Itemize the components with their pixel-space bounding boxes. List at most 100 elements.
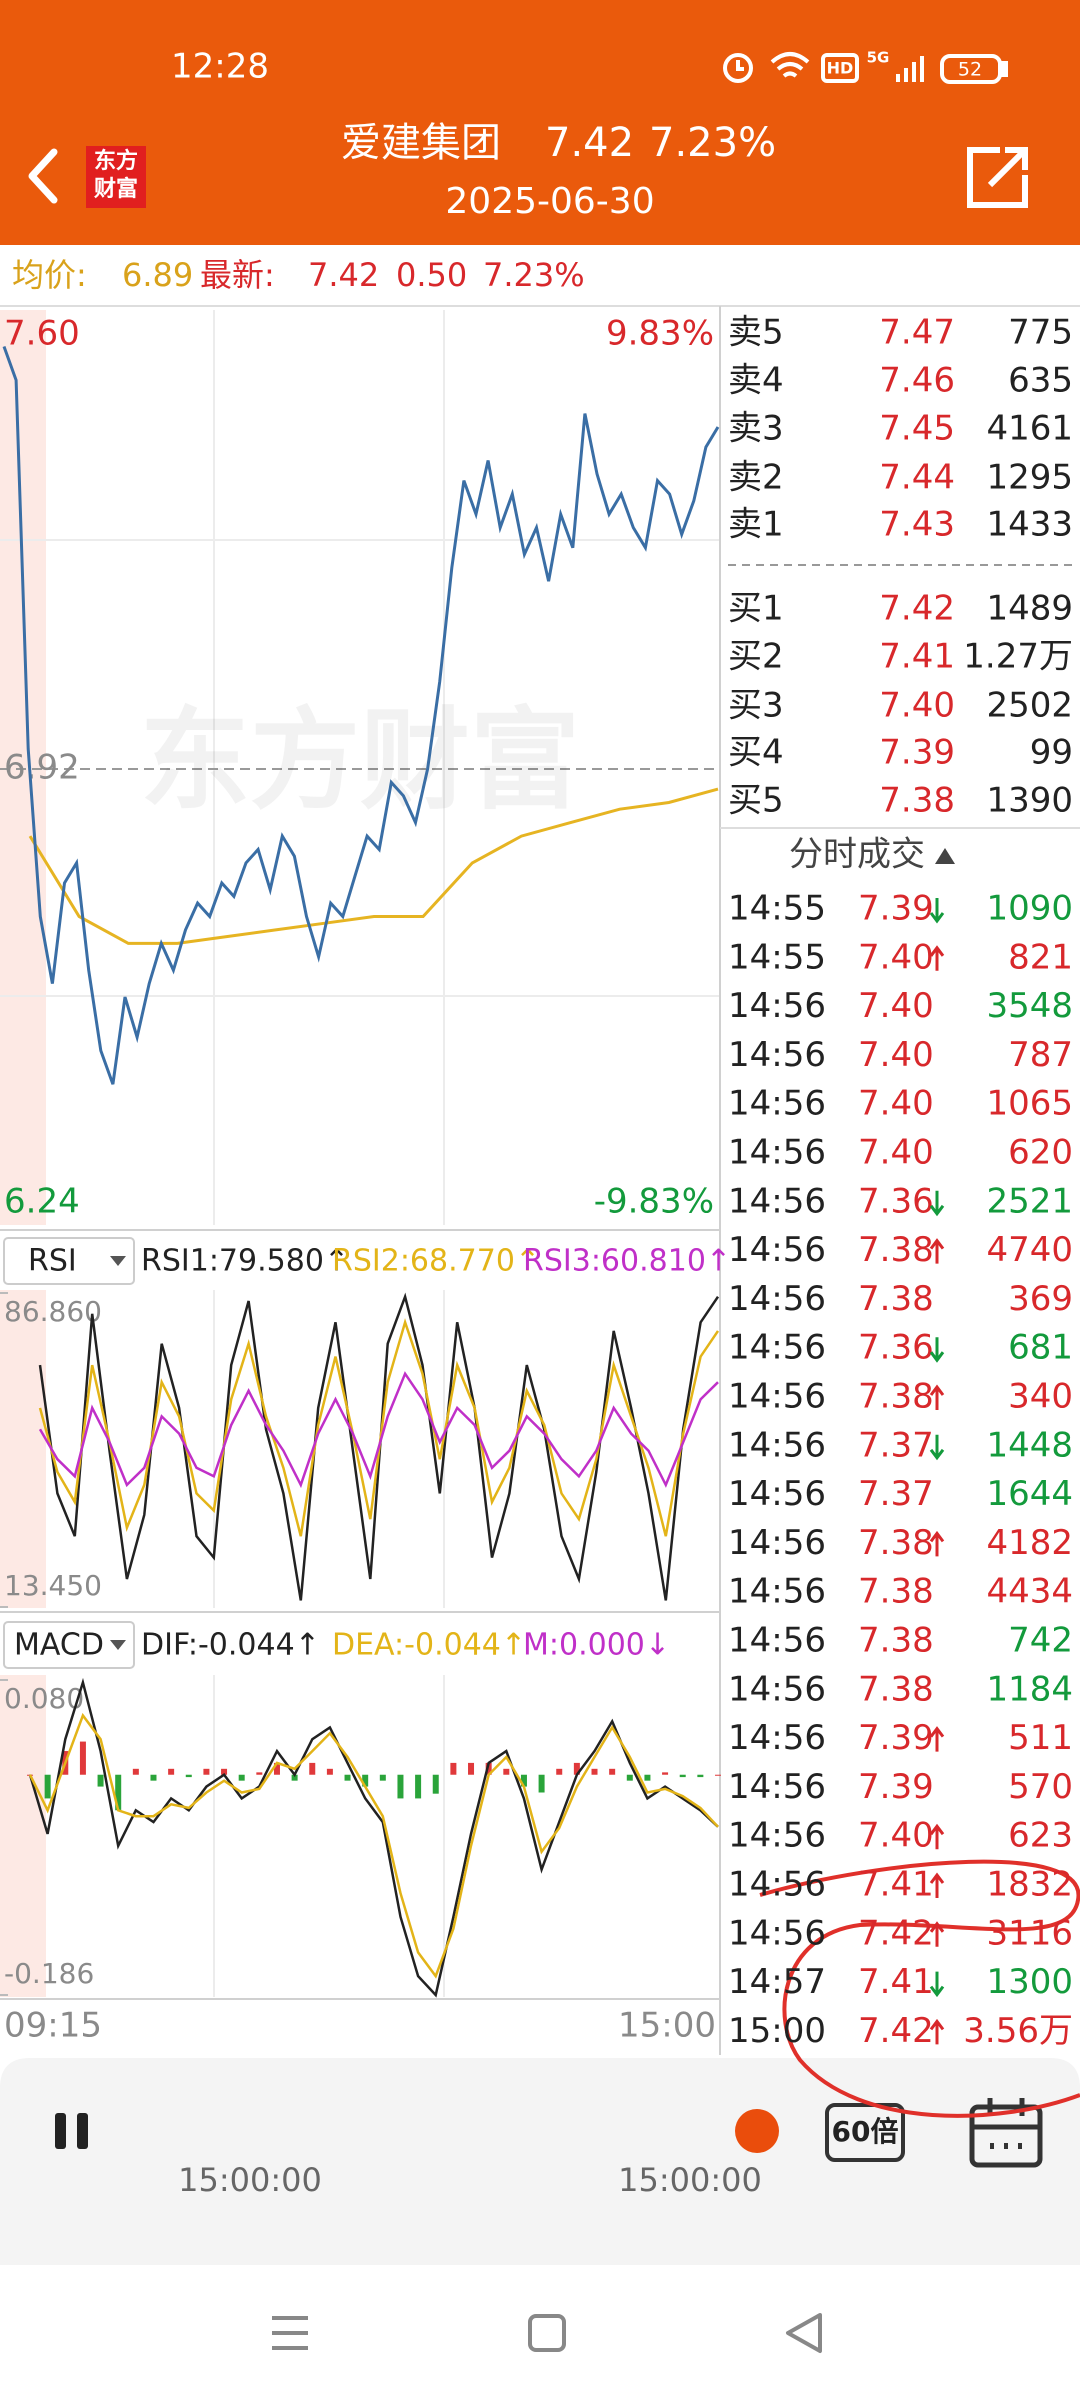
status-icons (723, 52, 1008, 84)
trade-time: 14:56 (728, 1718, 826, 1758)
macd-bar (662, 1772, 669, 1775)
macd-bar (450, 1762, 457, 1775)
macd-bar (538, 1774, 545, 1793)
macd-bar (115, 1774, 122, 1811)
trade-volume: 1300 (986, 1962, 1073, 2002)
book-label: 买3 (728, 686, 784, 726)
book-volume: 1489 (986, 589, 1073, 629)
macd-bar (273, 1762, 280, 1775)
trade-volume: 570 (1008, 1767, 1073, 1807)
trade-price: 7.40 (858, 937, 934, 977)
menu-button[interactable] (272, 2316, 308, 2350)
book-price: 7.47 (879, 313, 955, 353)
speed-button[interactable] (825, 2103, 905, 2162)
trade-volume: 742 (1008, 1621, 1073, 1661)
indicator-name: RSI (28, 1244, 77, 1279)
trade-price: 7.38 (858, 1230, 934, 1270)
trade-price: 7.38 (858, 1523, 934, 1563)
nav-bar (272, 2313, 822, 2353)
trade-time: 14:56 (728, 1523, 826, 1563)
y-tick-label: 6.92 (4, 748, 80, 788)
trade-direction (929, 945, 945, 971)
change-pct: 7.23% (483, 256, 585, 294)
trade-volume: 620 (1008, 1133, 1073, 1173)
trade-time: 14:56 (728, 1767, 826, 1807)
y-tick-label: 6.24 (4, 1182, 80, 1222)
trade-direction (929, 2018, 945, 2045)
trade-volume: 369 (1008, 1279, 1073, 1319)
macd-bar (379, 1774, 386, 1781)
macd-bar (150, 1774, 157, 1781)
book-price: 7.46 (879, 361, 955, 401)
annotation-circle (759, 1859, 1080, 2118)
latest-label: 最新: (200, 256, 275, 294)
trade-price: 7.38 (858, 1669, 934, 1709)
trade-time: 14:56 (728, 986, 826, 1026)
trade-volume: 3116 (986, 1913, 1073, 1953)
trade-price: 7.36 (858, 1328, 934, 1368)
trade-volume: 623 (1008, 1816, 1073, 1856)
macd-bar (97, 1774, 104, 1787)
chart-grid (0, 310, 720, 1997)
book-label: 买4 (728, 733, 784, 773)
home-button[interactable] (528, 2314, 566, 2352)
trade-time: 14:56 (728, 1474, 826, 1514)
auction-band (0, 310, 46, 1225)
trade-price: 7.37 (858, 1474, 934, 1514)
trade-volume: 1184 (986, 1669, 1073, 1709)
trade-direction (929, 1434, 945, 1461)
legend-entry: RSI1:79.580↑ (141, 1244, 349, 1279)
trade-time: 14:56 (728, 1425, 826, 1465)
trade-time: 14:56 (728, 1572, 826, 1612)
indicator-select[interactable] (3, 1237, 135, 1285)
trade-price: 7.42 (858, 2011, 934, 2051)
min-pct: -9.83% (594, 1182, 714, 1222)
pause-button[interactable] (55, 2113, 88, 2149)
trade-price: 7.38 (858, 1279, 934, 1319)
trade-direction (929, 898, 945, 924)
sort-icon (935, 848, 955, 864)
time-label: 09:15 (4, 2006, 102, 2046)
trades-title[interactable]: 分时成交 (789, 835, 925, 875)
trade-time: 14:56 (728, 1621, 826, 1661)
clock: 12:28 (171, 47, 269, 87)
macd-bar (256, 1772, 263, 1775)
player-bg (0, 2058, 1080, 2265)
trade-volume: 511 (1008, 1718, 1073, 1758)
macd-bar (432, 1774, 439, 1794)
macd-bar (309, 1762, 316, 1775)
back-button[interactable] (28, 148, 58, 204)
trade-price: 7.41 (858, 1962, 934, 2002)
trade-price: 7.38 (858, 1377, 934, 1417)
trade-volume: 1644 (986, 1474, 1073, 1514)
trade-volume: 4740 (986, 1230, 1073, 1270)
macd-bar (609, 1768, 616, 1775)
trade-time: 14:56 (728, 1084, 826, 1124)
time-label: 15:00 (618, 2006, 716, 2046)
legend-entry: RSI3:60.810↑ (523, 1244, 731, 1279)
trade-volume: 1448 (986, 1425, 1073, 1465)
y-tick-label: 0.080 (4, 1682, 84, 1715)
trade-direction (929, 1921, 945, 1947)
book-label: 卖1 (728, 505, 784, 545)
book-label: 卖2 (728, 458, 784, 498)
share-button[interactable] (967, 147, 1028, 208)
macd-bar (503, 1768, 510, 1775)
trade-volume: 3.56万 (963, 2011, 1073, 2051)
progress-knob[interactable] (735, 2109, 779, 2153)
legend-entry: DIF:-0.044↑ (141, 1628, 320, 1663)
stock-name: 爱建集团 (341, 120, 501, 166)
dropdown-icon (110, 1640, 126, 1650)
legend-entry: RSI2:68.770↑ (332, 1244, 540, 1279)
price-line (2, 345, 720, 1085)
macd-bar (344, 1774, 351, 1781)
trade-direction (929, 1384, 945, 1410)
macd-bar (468, 1762, 475, 1775)
book-volume: 775 (1008, 313, 1073, 353)
book-label: 卖3 (728, 409, 784, 449)
change-value: 0.50 (396, 256, 467, 294)
back-nav-button[interactable] (786, 2313, 822, 2353)
macd-bar (238, 1774, 245, 1781)
indicator-select[interactable] (3, 1621, 135, 1669)
trade-volume: 340 (1008, 1377, 1073, 1417)
